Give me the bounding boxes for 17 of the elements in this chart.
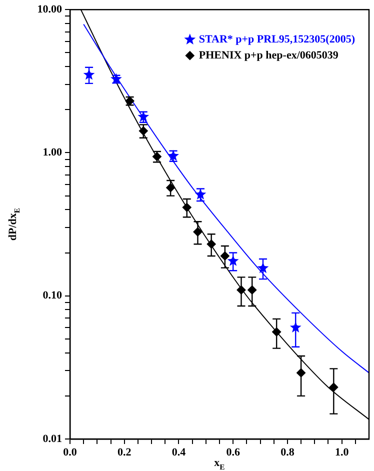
x-tick-label: 1.0 bbox=[334, 446, 350, 458]
x-tick-label: 0.4 bbox=[172, 446, 186, 458]
y-tick-label: 10.00 bbox=[37, 3, 62, 16]
y-tick-label: 0.01 bbox=[42, 432, 62, 445]
legend-label: STAR* p+p PRL95,152305(2005) bbox=[198, 33, 356, 46]
x-tick-label: 0.8 bbox=[280, 446, 295, 458]
y-tick-label: 1.00 bbox=[42, 146, 62, 159]
line-series bbox=[83, 24, 369, 374]
x-tick-label: 0.6 bbox=[226, 446, 240, 458]
point bbox=[83, 68, 95, 80]
point bbox=[257, 262, 269, 274]
y-tick-label: 0.10 bbox=[42, 290, 62, 302]
legend-label: PHENIX p+p hep-ex/0605039 bbox=[198, 49, 339, 62]
point bbox=[290, 322, 302, 332]
x-tick-label: 0.2 bbox=[117, 446, 132, 458]
x-tick-label: 0.0 bbox=[63, 446, 78, 458]
point bbox=[227, 255, 239, 266]
